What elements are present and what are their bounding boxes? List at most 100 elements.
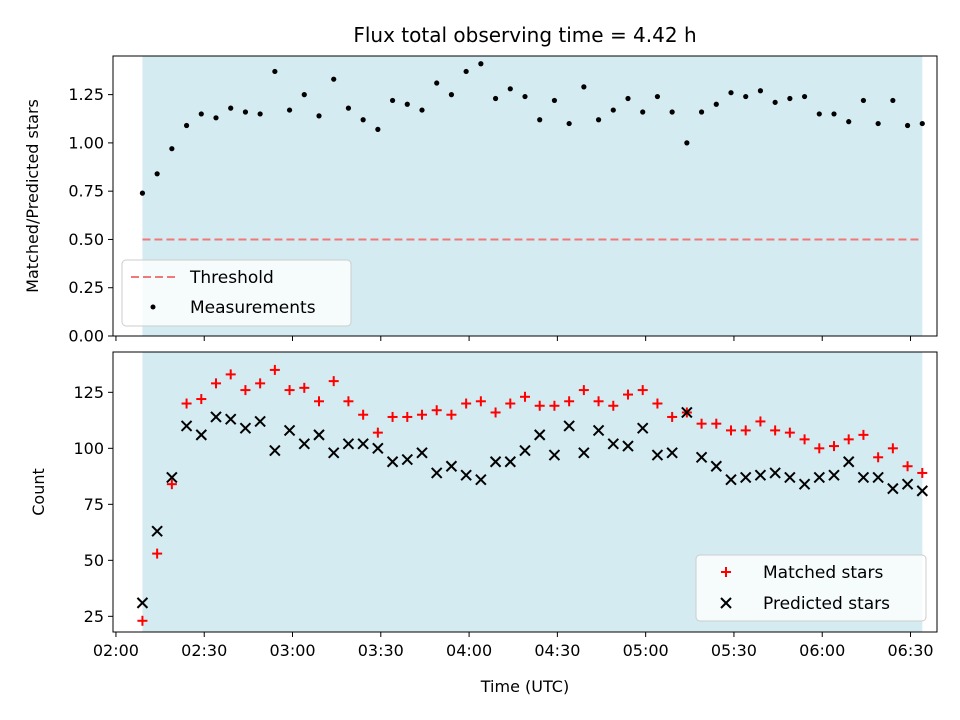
xtick-label: 06:00: [799, 641, 845, 660]
measurement-point: [860, 97, 867, 104]
predicted-star-point: [372, 442, 384, 455]
measurement-point: [875, 120, 881, 127]
predicted-star-point: [857, 471, 870, 484]
legend-predicted-marker: [720, 597, 732, 609]
predicted-stars-points: [136, 406, 928, 609]
matched-star-point: [137, 615, 148, 626]
predicted-star-point: [887, 482, 899, 495]
matched-star-point: [726, 425, 736, 436]
xtick-label: 02:30: [181, 641, 227, 660]
measurement-point: [846, 119, 852, 125]
xtick-label: 03:00: [269, 641, 315, 660]
predicted-star-point: [607, 438, 619, 450]
measurement-point: [478, 61, 484, 67]
bottom-legend-box: [695, 554, 927, 622]
predicted-star-point: [269, 444, 281, 457]
measurement-point: [890, 97, 896, 104]
predicted-star-point: [901, 478, 914, 490]
measurement-point: [375, 126, 381, 132]
bottom-ytick-label: 25: [84, 607, 104, 626]
top-axes-frame: [112, 55, 938, 337]
measurement-point: [301, 92, 307, 98]
top-ytick-label: 0.00: [68, 327, 104, 346]
matched-star-point: [799, 434, 810, 445]
predicted-star-point: [239, 422, 252, 434]
predicted-star-point: [475, 473, 487, 486]
matched-star-point: [196, 394, 207, 405]
predicted-star-point: [431, 467, 443, 479]
measurement-point: [404, 101, 410, 107]
measurement-point: [198, 111, 204, 117]
matched-star-point: [431, 405, 442, 416]
measurement-point: [154, 171, 160, 177]
predicted-star-point: [445, 460, 458, 472]
predicted-star-point: [225, 413, 237, 425]
measurement-point: [286, 107, 293, 113]
bottom-legend: Matched stars Predicted stars: [695, 554, 927, 622]
predicted-star-point: [210, 411, 222, 423]
measurement-point: [139, 190, 146, 196]
measurement-point: [257, 111, 263, 117]
measurement-point: [169, 146, 175, 152]
matched-star-point: [328, 376, 339, 387]
matched-star-point: [358, 409, 369, 420]
predicted-star-point: [504, 456, 516, 468]
measurement-point: [566, 120, 572, 127]
matched-star-point: [211, 378, 221, 389]
top-y-axis-label: Matched/Predicted stars: [23, 99, 42, 293]
bottom-y-axis-label: Count: [29, 468, 48, 516]
measurement-point: [831, 111, 837, 117]
matched-star-point: [269, 364, 280, 375]
xtick-label: 05:30: [711, 641, 757, 660]
matched-star-point: [461, 398, 472, 409]
predicted-star-point: [813, 471, 825, 484]
chart-title: Flux total observing time = 4.42 h: [353, 23, 696, 47]
x-axis-label: Time (UTC): [480, 677, 569, 696]
matched-star-point: [240, 385, 251, 396]
measurement-points: [139, 61, 925, 196]
predicted-star-point: [637, 422, 649, 434]
measurement-point: [698, 109, 705, 115]
matched-star-point: [902, 461, 913, 472]
matched-star-point: [299, 382, 310, 393]
measurement-point: [434, 80, 440, 86]
predicted-star-point: [328, 447, 340, 459]
predicted-star-point: [666, 447, 678, 459]
measurement-point: [331, 76, 337, 82]
matched-star-point: [152, 548, 163, 559]
matched-star-point: [873, 452, 884, 463]
xtick-label: 04:00: [446, 641, 492, 660]
matched-star-point: [314, 396, 324, 407]
measurement-point: [448, 92, 455, 98]
xtick-label: 05:00: [623, 641, 669, 660]
predicted-star-point: [357, 438, 369, 450]
predicted-star-point: [548, 449, 561, 461]
matched-star-point: [652, 398, 663, 409]
predicted-star-point: [519, 444, 531, 457]
measurement-point: [316, 113, 322, 119]
predicted-star-point: [622, 440, 634, 452]
top-ytick-label: 1.25: [68, 85, 104, 104]
matched-star-point: [696, 418, 707, 429]
predicted-star-point: [416, 447, 428, 459]
bottom-x-ticks: 02:00 02:30 03:00 03:30 04:00 04:30 05:00 05:30…: [93, 632, 934, 660]
predicted-star-point: [843, 456, 855, 468]
bottom-y-ticks: 25 50 75 100 125: [73, 383, 113, 626]
matched-star-point: [770, 425, 781, 436]
measurement-point: [713, 101, 719, 107]
predicted-star-point: [916, 485, 928, 497]
measurement-point: [801, 93, 808, 100]
top-ytick-label: 0.75: [68, 182, 104, 201]
matched-star-point: [446, 409, 457, 420]
measurement-point: [507, 86, 513, 92]
matched-star-point: [667, 411, 678, 422]
bottom-ytick-label: 50: [84, 551, 104, 570]
predicted-star-point: [872, 471, 884, 484]
matched-star-point: [505, 398, 516, 409]
legend-threshold-label: Threshold: [189, 268, 274, 288]
matched-star-point: [917, 467, 928, 478]
measurement-point: [242, 109, 249, 115]
matched-star-point: [284, 385, 295, 396]
matched-star-point: [578, 385, 589, 396]
top-ytick-label: 1.00: [68, 133, 104, 152]
